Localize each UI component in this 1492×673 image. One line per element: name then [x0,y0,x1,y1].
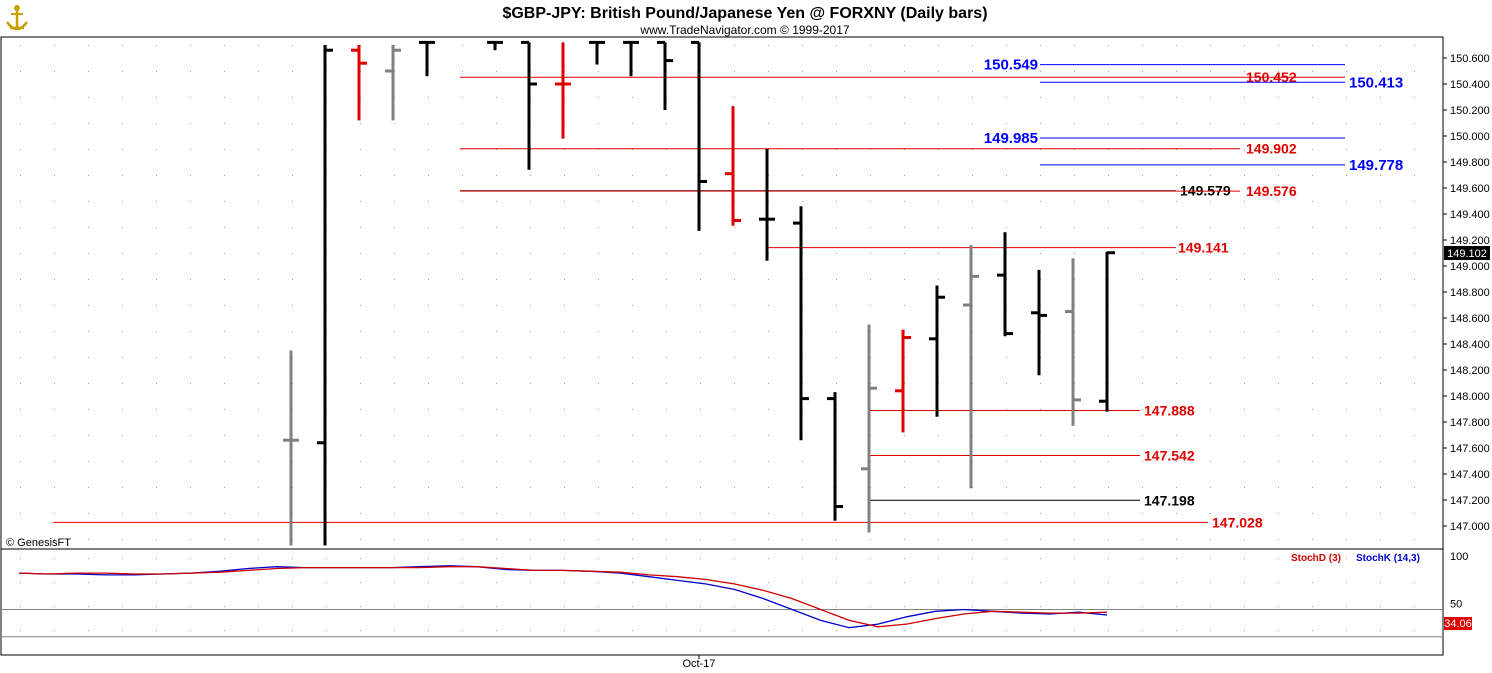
ohlc-bar [589,40,605,65]
ohlc-bar [691,40,707,231]
last-price-tag [1444,246,1490,260]
level-150-452: 150.452 [460,69,1345,85]
level-149-985: 149.985 [984,130,1345,147]
ohlc-bar [657,40,673,110]
legend-stochd: StochD (3) [1291,553,1341,564]
osc-tick-label: 100 [1450,551,1468,563]
y-tick-label: 150.600 [1450,53,1490,65]
x-axis-label: Oct-17 [682,658,715,670]
oscillator-value-label: 34.06 [1444,618,1472,630]
y-tick-label: 148.800 [1450,287,1490,299]
ohlc-bar [1099,251,1115,412]
level-label: 147.198 [1144,492,1195,508]
credit-label: © GenesisFT [6,537,71,549]
ohlc-bar [317,45,333,546]
level-label: 149.576 [1246,183,1297,199]
ohlc-bar [623,40,639,77]
ohlc-bar [725,106,741,226]
y-tick-label: 148.000 [1450,391,1490,403]
ohlc-bar [997,232,1013,337]
level-150-413: 150.413 [1040,74,1403,91]
ohlc-bar [861,324,877,533]
level-149-902: 149.902 [460,141,1297,157]
level-label: 150.452 [1246,69,1297,85]
y-tick-label: 150.400 [1450,79,1490,91]
level-147-888: 147.888 [869,403,1195,419]
y-tick-label: 149.200 [1450,235,1490,247]
y-tick-label: 147.600 [1450,443,1490,455]
level-147-542: 147.542 [869,448,1195,464]
price-bars [283,40,1115,546]
ohlc-bar [827,392,843,521]
y-tick-label: 147.400 [1450,469,1490,481]
ohlc-bar [1031,269,1047,376]
level-label: 149.902 [1246,141,1297,157]
logo-icon [2,2,32,34]
ohlc-bar [793,206,809,441]
ohlc-bar [555,42,571,139]
price-axis: 150.600 150.400 150.200 150.000 149.800 149.6… [1443,53,1490,533]
y-tick-label: 147.000 [1450,521,1490,533]
ohlc-bar [963,245,979,489]
ohlc-bar [521,40,537,170]
level-label: 147.028 [1212,514,1263,530]
ohlc-bar [283,350,299,546]
level-label: 147.542 [1144,448,1195,464]
ohlc-bar [929,285,945,417]
ohlc-bar [759,149,775,261]
ohlc-bar [895,329,911,433]
y-tick-label: 149.400 [1450,209,1490,221]
ohlc-bar [419,40,435,77]
level-label: 147.888 [1144,403,1195,419]
level-147-028: 147.028 [53,514,1263,530]
level-label: 149.141 [1178,240,1229,256]
level-label: 149.985 [984,130,1038,147]
y-tick-label: 150.000 [1450,131,1490,143]
osc-tick-label: 50 [1450,599,1462,611]
level-label: 150.413 [1349,74,1403,91]
y-tick-label: 147.200 [1450,495,1490,507]
ohlc-bar [1065,258,1081,426]
oscillator-value-tag [1444,617,1472,630]
ohlc-bar [385,45,401,121]
stochastic-panel: 100 50 [1,551,1468,638]
y-tick-label: 150.200 [1450,105,1490,117]
level-149-576: 149.576 [460,183,1297,199]
y-tick-label: 149.600 [1450,183,1490,195]
level-149-778: 149.778 [1040,157,1403,174]
last-price-label: 149.102 [1447,248,1487,260]
y-tick-label: 148.200 [1450,365,1490,377]
y-tick-label: 149.000 [1450,261,1490,273]
level-150-549: 150.549 [984,57,1345,74]
y-tick-label: 148.400 [1450,339,1490,351]
chart-subtitle: www.TradeNavigator.com © 1999-2017 [639,23,849,37]
stochd-line [18,566,1108,628]
y-tick-label: 148.600 [1450,313,1490,325]
level-147-198: 147.198 [869,492,1195,508]
ohlc-bar [487,40,503,51]
legend-stochk: StochK (14,3) [1356,553,1420,564]
level-lines: 150.549 150.452 150.413 149.985 149.902 149.7… [53,57,1403,530]
y-tick-label: 147.800 [1450,417,1490,429]
chart-title: $GBP-JPY: British Pound/Japanese Yen @ F… [502,5,987,22]
level-label: 150.549 [984,57,1038,74]
y-tick-label: 149.800 [1450,157,1490,169]
level-label: 149.778 [1349,157,1403,174]
ohlc-bar [351,45,367,121]
